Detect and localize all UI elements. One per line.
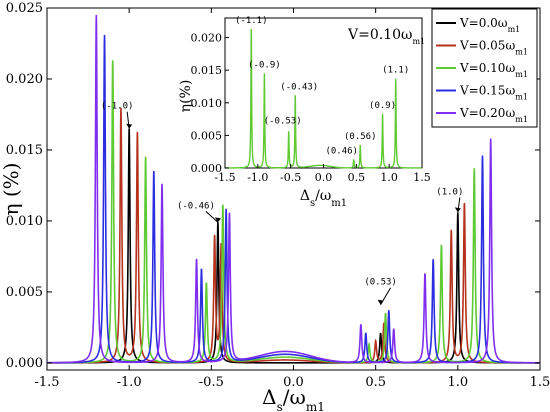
y-tick-label: 0.015	[6, 143, 43, 158]
x-tick-label: -1.0	[117, 375, 142, 390]
inset-x-tick-label: 0.0	[315, 171, 333, 184]
annotation-label: (1.0)	[436, 187, 463, 197]
annotation-arrowhead	[214, 217, 221, 223]
series-line-1	[47, 107, 540, 364]
inset-annotation-label: (-1.1)	[235, 16, 268, 26]
y-axis-label: η (%)	[0, 163, 23, 216]
inset-y-tick-label: 0.020	[191, 32, 223, 45]
inset-y-tick-label: 0.010	[191, 97, 223, 110]
x-tick-label: -1.5	[34, 375, 59, 390]
legend-label-2: V=0.10ωm1	[459, 61, 528, 79]
annotation-label: (0.53)	[364, 278, 397, 288]
annotation-arrowhead	[377, 299, 384, 305]
inset-x-tick-label: -1.0	[247, 171, 268, 184]
inset-y-tick-label: 0.015	[191, 64, 223, 77]
y-tick-label: 0.005	[6, 285, 43, 300]
inset-annotation-label: (-0.9)	[248, 60, 281, 70]
inset-x-tick-label: -0.5	[280, 171, 301, 184]
inset-title: V=0.10ωm1	[347, 27, 425, 46]
inset-annotation-label: (0.9)	[369, 101, 396, 111]
inset-x-tick-label: 1.5	[413, 171, 431, 184]
x-tick-label: 1.5	[530, 375, 550, 390]
y-tick-label: 0.010	[6, 214, 43, 229]
y-tick-label: 0.020	[6, 72, 43, 87]
inset-y-tick-label: 0.000	[191, 162, 223, 175]
inset-annotation-label: (-0.43)	[280, 83, 318, 93]
series-line-4	[47, 15, 540, 364]
legend-label-3: V=0.15ωm1	[459, 84, 528, 102]
x-tick-label: -0.5	[199, 375, 224, 390]
y-tick-label: 0.025	[6, 1, 43, 16]
inset-x-tick-label: -1.5	[214, 171, 235, 184]
inset-x-tick-label: 1.0	[380, 171, 398, 184]
annotation-label: (-1.0)	[101, 102, 134, 112]
annotation-arrowhead	[126, 123, 133, 129]
legend-label-1: V=0.05ωm1	[459, 39, 528, 57]
inset-plot: -1.5 -1.0 -0.5 0.0 0.5 1.0 1.5 0.000 0.005 0.010 0…	[178, 16, 431, 208]
x-axis-label: Δs/ωm1	[262, 385, 325, 412]
inset-annotation-label: (0.46)	[325, 147, 358, 157]
inset-annotation-label: (1.1)	[382, 66, 409, 76]
inset-annotation-label: (0.56)	[344, 132, 377, 142]
annotation-arrow	[205, 210, 219, 223]
legend-label-4: V=0.20ωm1	[459, 106, 528, 124]
annotation-arrowhead	[454, 207, 461, 213]
annotation-label: (-0.46)	[177, 201, 215, 211]
y-tick-label: 0.000	[6, 356, 43, 371]
inset-y-axis-label: η(%)	[178, 80, 194, 113]
x-tick-label: 0.5	[365, 375, 386, 390]
inset-annotation-label: (-0.53)	[264, 116, 302, 126]
inset-x-tick-label: 0.5	[348, 171, 366, 184]
x-tick-label: 1.0	[447, 375, 468, 390]
inset-y-tick-label: 0.005	[191, 129, 223, 142]
inset-frame	[224, 17, 423, 169]
inset-x-axis-label: Δs/ωm1	[300, 188, 347, 209]
x-tick-label: 0.0	[283, 375, 304, 390]
legend-label-0: V=0.0ωm1	[459, 16, 520, 34]
